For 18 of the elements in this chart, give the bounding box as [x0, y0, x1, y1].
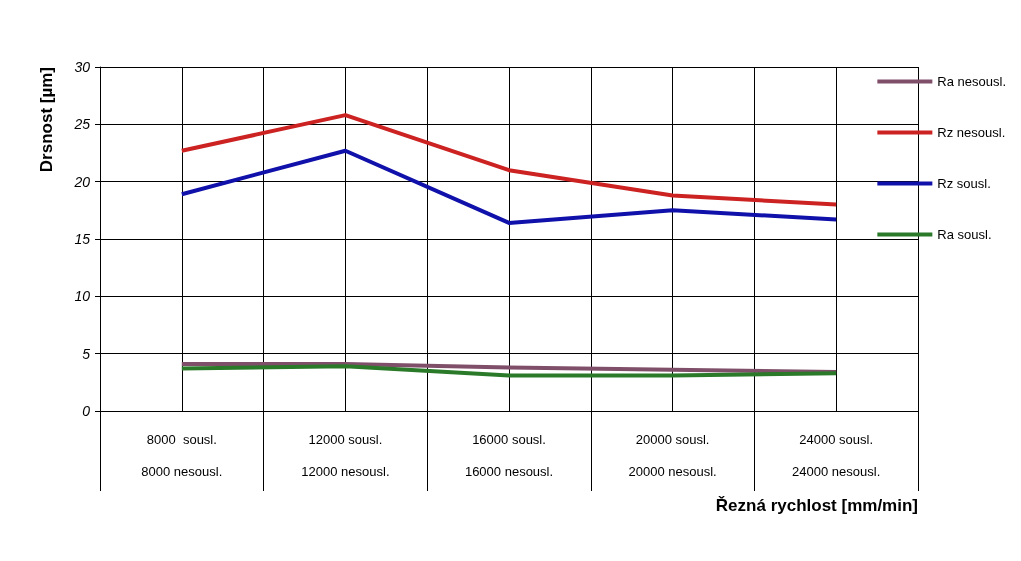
y-tick-label: 5 [82, 345, 91, 362]
y-tick-label: 30 [74, 59, 91, 75]
legend-label: Rz sousl. [937, 176, 991, 191]
category-label: 12000 sousl. 12000 nesousl. [301, 431, 390, 479]
y-tick-label: 15 [74, 231, 91, 247]
legend-label: Rz nesousl. [937, 125, 1006, 140]
category-label: 20000 sousl. 20000 nesousl. [628, 431, 717, 479]
category-label: 16000 sousl. 16000 nesousl. [464, 431, 554, 479]
legend-label: Ra sousl. [937, 227, 992, 242]
y-tick-label: 0 [82, 403, 91, 419]
y-tick-label: 10 [74, 288, 91, 305]
x-axis-title: Řezná rychlost [mm/min] [715, 496, 918, 515]
y-tick-label: 25 [73, 116, 91, 133]
y-axis-title: Drsnost [µm] [37, 67, 56, 173]
category-label: 24000 sousl. 24000 nesousl. [792, 431, 881, 479]
y-tick-label: 20 [73, 173, 91, 190]
category-label: 8000 sousl. 8000 nesousl. [141, 431, 223, 479]
legend-label: Ra nesousl. [937, 74, 1007, 89]
